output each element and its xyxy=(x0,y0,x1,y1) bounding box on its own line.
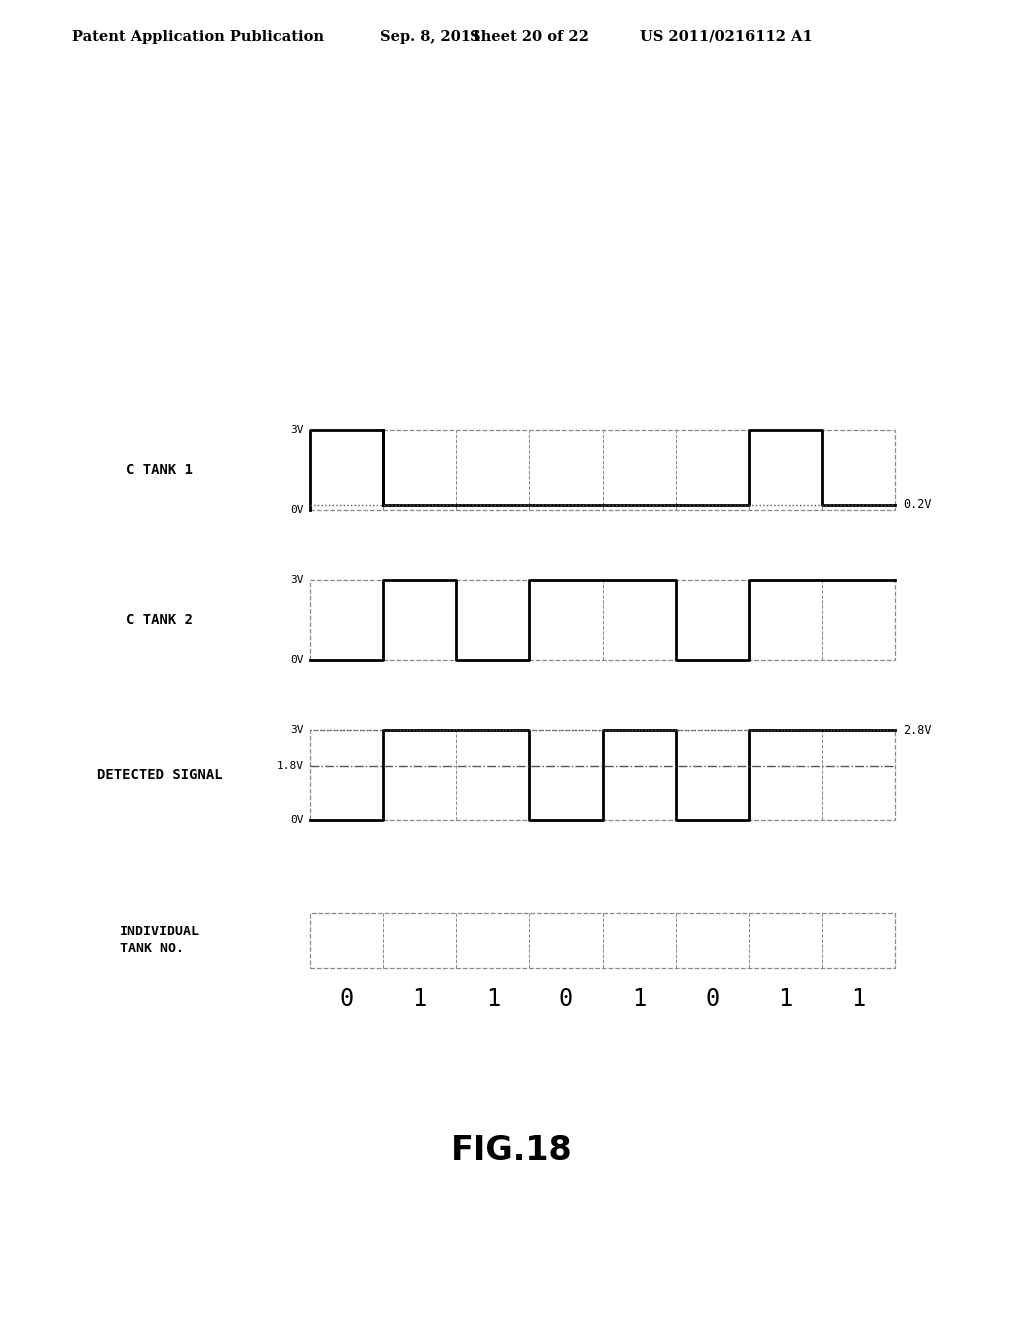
Text: 2.8V: 2.8V xyxy=(903,723,932,737)
Text: Patent Application Publication: Patent Application Publication xyxy=(72,30,324,44)
Text: 0: 0 xyxy=(559,987,573,1011)
Text: 1: 1 xyxy=(632,987,646,1011)
Text: Sep. 8, 2011: Sep. 8, 2011 xyxy=(380,30,481,44)
Text: FIG.18: FIG.18 xyxy=(452,1134,572,1167)
Text: 1.8V: 1.8V xyxy=(278,762,304,771)
Text: 1: 1 xyxy=(485,987,500,1011)
Text: 0: 0 xyxy=(339,987,353,1011)
Text: C TANK 1: C TANK 1 xyxy=(127,463,194,477)
Text: 1: 1 xyxy=(413,987,427,1011)
Text: 0V: 0V xyxy=(291,506,304,515)
Text: 3V: 3V xyxy=(291,576,304,585)
Text: DETECTED SIGNAL: DETECTED SIGNAL xyxy=(97,768,223,781)
Text: INDIVIDUAL
TANK NO.: INDIVIDUAL TANK NO. xyxy=(120,925,200,954)
Text: Sheet 20 of 22: Sheet 20 of 22 xyxy=(470,30,589,44)
Text: 0V: 0V xyxy=(291,655,304,665)
Text: 0: 0 xyxy=(706,987,719,1011)
Text: 3V: 3V xyxy=(291,725,304,735)
Text: 1: 1 xyxy=(778,987,793,1011)
Text: 0V: 0V xyxy=(291,814,304,825)
Text: 0.2V: 0.2V xyxy=(903,498,932,511)
Text: US 2011/0216112 A1: US 2011/0216112 A1 xyxy=(640,30,813,44)
Text: 1: 1 xyxy=(851,987,865,1011)
Text: C TANK 2: C TANK 2 xyxy=(127,612,194,627)
Text: 3V: 3V xyxy=(291,425,304,436)
